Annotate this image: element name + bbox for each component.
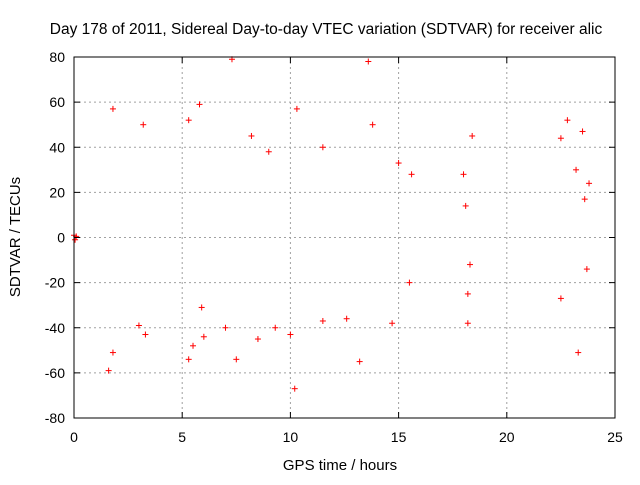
data-point [462, 202, 469, 209]
data-point [557, 295, 564, 302]
data-point [140, 121, 147, 128]
x-tick-label: 5 [178, 429, 186, 445]
data-point [467, 261, 474, 268]
data-point [254, 336, 261, 343]
y-tick-label: 40 [49, 139, 65, 155]
data-point [469, 132, 476, 139]
data-point [583, 266, 590, 273]
y-axis-label: SDTVAR / TECUs [7, 177, 24, 297]
data-point [293, 105, 300, 112]
data-point [343, 315, 350, 322]
data-point [573, 166, 580, 173]
data-point [185, 117, 192, 124]
data-point [190, 342, 197, 349]
y-tick-label: 80 [49, 49, 65, 65]
data-point [319, 144, 326, 151]
data-point [464, 320, 471, 327]
scatter-series [71, 56, 593, 392]
data-point [142, 331, 149, 338]
x-tick-label: 10 [283, 429, 299, 445]
data-point [365, 58, 372, 65]
axis-ticks: 0 5 10 15 20 25 -80 -60 -40 -20 0 20 40 60 80 [45, 49, 623, 445]
data-point [369, 121, 376, 128]
y-tick-label: 20 [49, 184, 65, 200]
data-point [389, 320, 396, 327]
data-point [406, 279, 413, 286]
data-point [196, 101, 203, 108]
data-point [557, 135, 564, 142]
data-point [291, 385, 298, 392]
data-point [408, 171, 415, 178]
data-point [564, 117, 571, 124]
data-point [356, 358, 363, 365]
data-point [248, 132, 255, 139]
data-point [265, 148, 272, 155]
data-point [222, 324, 229, 331]
data-point [185, 356, 192, 363]
data-point [105, 367, 112, 374]
data-point [464, 290, 471, 297]
data-point [198, 304, 205, 311]
data-point [109, 349, 116, 356]
y-tick-label: -20 [45, 275, 65, 291]
y-tick-label: -40 [45, 320, 65, 336]
x-axis-label: GPS time / hours [283, 457, 397, 474]
data-point [233, 356, 240, 363]
data-point [272, 324, 279, 331]
data-point [200, 333, 207, 340]
data-point [109, 105, 116, 112]
y-tick-label: -60 [45, 365, 65, 381]
data-point [319, 317, 326, 324]
data-point [581, 196, 588, 203]
x-tick-label: 20 [499, 429, 515, 445]
data-point [586, 180, 593, 187]
x-tick-label: 15 [391, 429, 407, 445]
data-point [575, 349, 582, 356]
chart-title: Day 178 of 2011, Sidereal Day-to-day VTE… [50, 21, 603, 38]
y-tick-label: 0 [57, 230, 65, 246]
data-point [287, 331, 294, 338]
data-point [135, 322, 142, 329]
x-tick-label: 25 [607, 429, 623, 445]
y-tick-label: -80 [45, 410, 65, 426]
data-point [579, 128, 586, 135]
x-tick-label: 0 [70, 429, 78, 445]
grid-lines [74, 57, 615, 418]
data-point [460, 171, 467, 178]
y-tick-label: 60 [49, 94, 65, 110]
data-point [395, 160, 402, 167]
